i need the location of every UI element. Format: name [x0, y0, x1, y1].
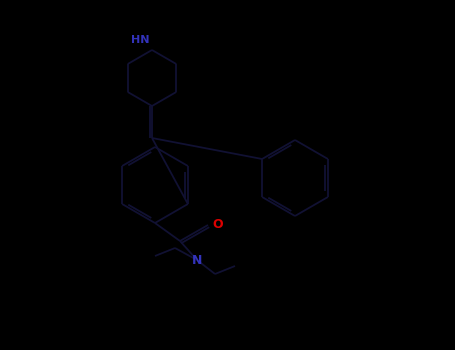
Text: HN: HN — [131, 35, 149, 45]
Text: O: O — [212, 218, 223, 231]
Text: N: N — [192, 254, 202, 267]
